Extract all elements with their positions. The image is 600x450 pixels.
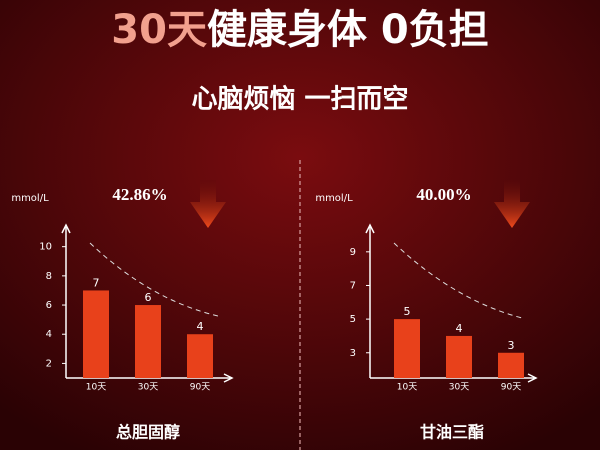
title-highlight: 30天 bbox=[111, 7, 207, 53]
y-tick-label: 8 bbox=[46, 271, 52, 282]
title: 30天健康身体 0负担 bbox=[111, 7, 488, 53]
down-arrow bbox=[190, 180, 226, 228]
value-label: 4 bbox=[456, 322, 463, 335]
y-axis-arrow bbox=[61, 223, 71, 234]
x-tick-label: 30天 bbox=[138, 383, 158, 393]
trend-curve bbox=[393, 242, 523, 319]
y-tick-label: 10 bbox=[39, 242, 52, 253]
value-label: 7 bbox=[93, 276, 100, 289]
y-tick-label: 9 bbox=[350, 247, 356, 258]
caption: 甘油三酯 bbox=[420, 423, 484, 442]
down-arrow bbox=[494, 180, 530, 228]
y-tick-label: 7 bbox=[350, 280, 356, 291]
x-axis-arrow bbox=[223, 373, 234, 383]
annotation: 40.00% bbox=[416, 185, 471, 204]
y-tick-label: 4 bbox=[46, 329, 52, 340]
y-tick-label: 6 bbox=[46, 300, 52, 311]
y-tick-label: 2 bbox=[46, 358, 52, 369]
x-tick-label: 10天 bbox=[86, 383, 106, 393]
y-tick-label: 3 bbox=[350, 348, 356, 359]
trend-curve bbox=[89, 242, 219, 317]
bar bbox=[135, 305, 161, 378]
subtitle: 心脑烦恼 一扫而空 bbox=[191, 84, 408, 115]
value-label: 5 bbox=[404, 305, 411, 318]
title-main: 健康身体 0负担 bbox=[207, 7, 489, 53]
y-axis-arrow bbox=[365, 223, 375, 234]
bar bbox=[187, 334, 213, 378]
annotation: 42.86% bbox=[112, 185, 167, 204]
caption: 总胆固醇 bbox=[116, 423, 180, 442]
value-label: 3 bbox=[508, 339, 515, 352]
x-tick-label: 10天 bbox=[397, 383, 417, 393]
bar bbox=[83, 290, 109, 378]
bar bbox=[394, 319, 420, 378]
bar bbox=[498, 352, 524, 378]
x-tick-label: 30天 bbox=[449, 383, 469, 393]
value-label: 6 bbox=[145, 291, 152, 304]
value-label: 4 bbox=[197, 320, 204, 333]
y-tick-label: 5 bbox=[350, 314, 356, 325]
x-tick-label: 90天 bbox=[190, 383, 210, 393]
bar bbox=[446, 335, 472, 378]
y-axis-label: mmol/L bbox=[11, 193, 49, 204]
x-tick-label: 90天 bbox=[501, 383, 521, 393]
y-axis-label: mmol/L bbox=[315, 193, 353, 204]
x-axis-arrow bbox=[527, 373, 538, 383]
